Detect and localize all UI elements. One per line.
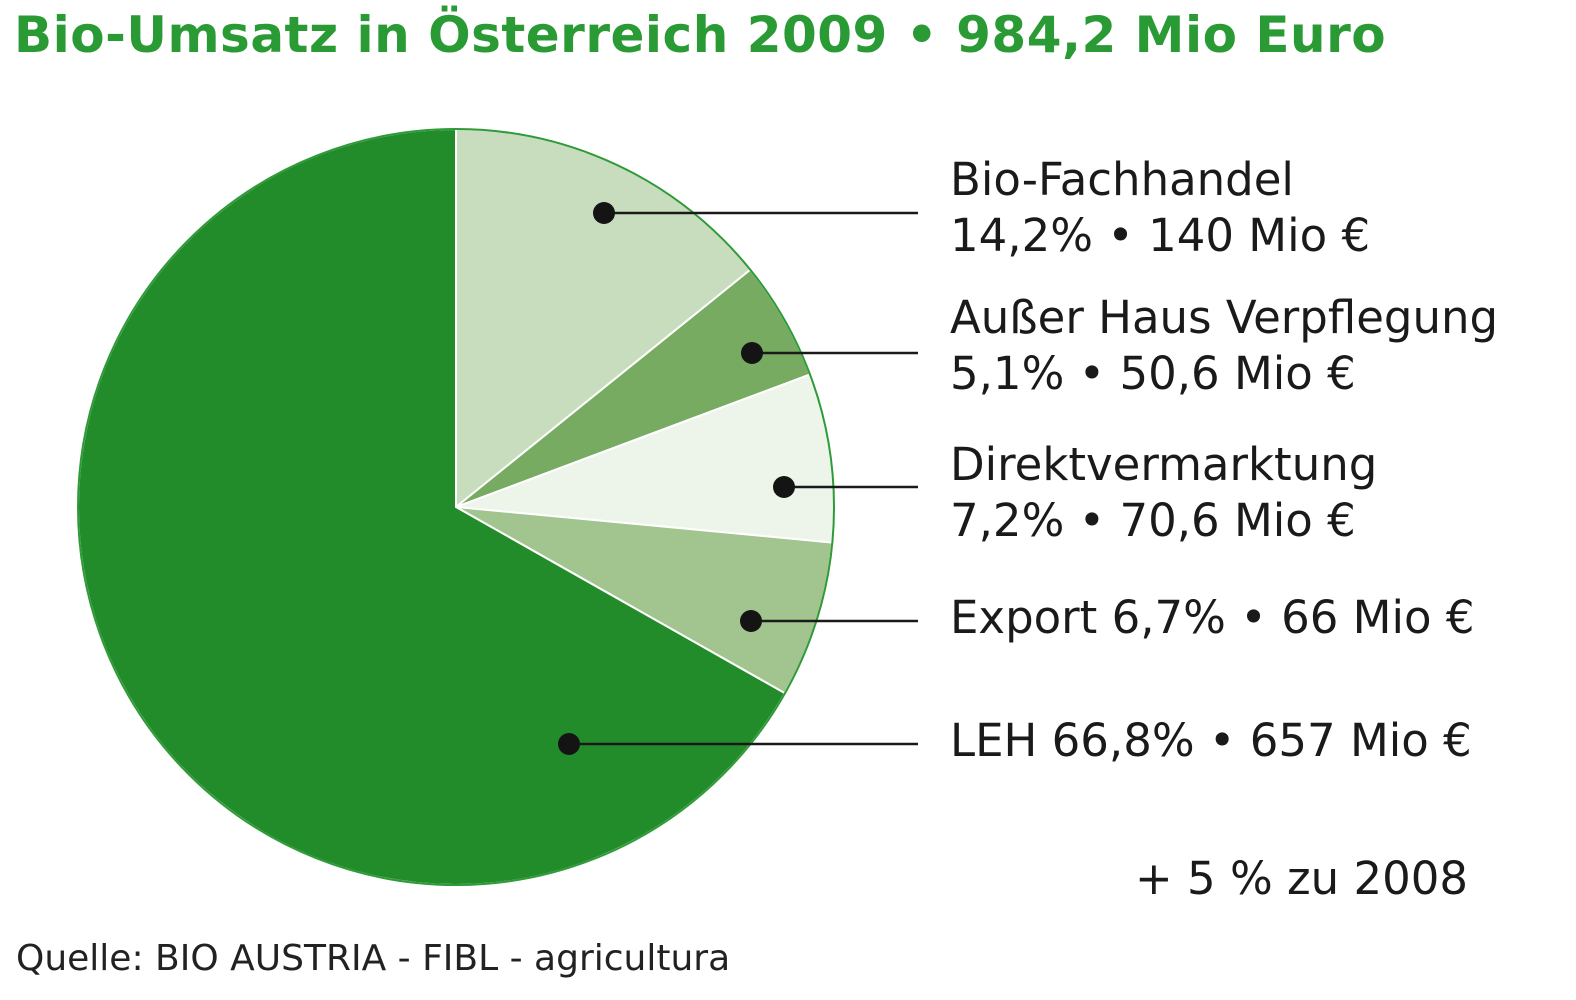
slice-marker-dot (593, 202, 615, 224)
slice-label-line1: Export 6,7% • 66 Mio € (950, 591, 1475, 644)
source-note: Quelle: BIO AUSTRIA - FIBL - agricultura (16, 938, 731, 979)
annotation: + 5 % zu 2008 (1135, 852, 1468, 905)
slice-label: Direktvermarktung 7,2% • 70,6 Mio € (950, 437, 1377, 549)
slice-marker-dot (558, 733, 580, 755)
slice-label: Bio-Fachhandel 14,2% • 140 Mio € (950, 152, 1370, 264)
slice-marker-dot (741, 342, 763, 364)
slice-label: LEH 66,8% • 657 Mio € (950, 713, 1472, 769)
slice-marker-dot (773, 476, 795, 498)
slice-label-line1: Bio-Fachhandel (950, 153, 1294, 206)
chart-title: Bio-Umsatz in Österreich 2009 • 984,2 Mi… (14, 6, 1387, 64)
slice-label-line2: 14,2% • 140 Mio € (950, 209, 1371, 262)
slice-label-line1: Direktvermarktung (950, 438, 1378, 491)
slice-label-line1: Außer Haus Verpflegung (950, 291, 1499, 344)
slice-label-line2: 7,2% • 70,6 Mio € (950, 494, 1356, 547)
slice-label-line1: LEH 66,8% • 657 Mio € (950, 714, 1472, 767)
pie-outline (77, 128, 835, 886)
slice-label: Außer Haus Verpflegung 5,1% • 50,6 Mio € (950, 290, 1498, 402)
slice-label-line2: 5,1% • 50,6 Mio € (950, 347, 1356, 400)
slice-marker-dot (740, 610, 762, 632)
slice-label: Export 6,7% • 66 Mio € (950, 590, 1474, 646)
